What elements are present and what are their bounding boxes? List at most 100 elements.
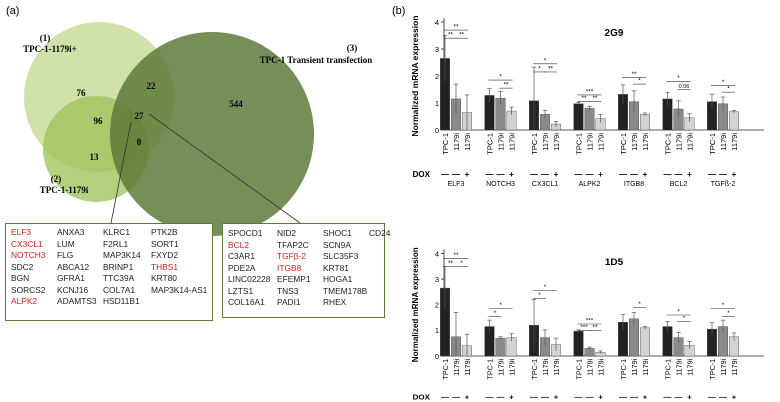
gene-name: ABCA12 [57,261,90,272]
significance-label: ** [453,252,459,259]
x-tick-label: TPC-1 [708,133,717,155]
significance-label: ** [548,65,554,72]
significance-label: * [499,302,502,309]
y-tick-label: 1 [435,326,439,335]
x-tick-label: TPC-1 [486,133,495,155]
gene-name: KCNJ16 [57,284,89,295]
gene-name: CD24 [369,228,391,238]
x-tick-label: 1179i [541,133,550,151]
gene-list-box-left: ELF3 CX3CL1 NOTCH3 SDC2 BGN SORCS2 ALPK2 ANXA3… [5,223,213,321]
gene-name: MAP3K14 [103,250,141,260]
dox-sign: — [664,170,672,179]
panel-b-label: (b) [392,5,405,17]
dox-sign: + [687,170,692,179]
gene-name: HSD11B1 [103,296,140,306]
x-tick-label: 1179i [686,133,695,151]
x-tick-label: 1179i [674,359,683,376]
significance-label: *** [586,318,594,325]
gene-name: COL16A1 [228,297,265,307]
y-tick-label: 4 [435,249,439,258]
dox-sign: — [441,170,449,179]
gene-name: SORCS2 [11,284,46,295]
dox-sign: — [719,170,727,179]
y-axis-label: Normalized mRNA expression [410,247,420,362]
x-tick-label: 1179i [641,359,650,376]
bar [640,327,650,357]
significance-label: ** [631,71,637,78]
significance-label: ** [448,260,454,267]
x-tick-label: TPC-1 [441,359,450,380]
significance-label: 0.06 [679,84,690,90]
x-tick-label: 1179i [730,359,739,376]
gene-name: HOGA1 [323,274,353,284]
x-tick-label: 1179i [630,359,639,376]
significance-label: * [544,284,547,291]
x-tick-label: TPC-1 [530,359,539,380]
gene-list-box-right: SPOCD1 BCL2 C3AR1 PDE2A LINC02228 LZTS1 COL16A… [222,223,390,318]
dox-sign: — [452,393,460,402]
x-tick-label: 1179i [507,359,516,376]
dox-sign: + [643,170,648,179]
bar [495,337,506,357]
dox-sign: + [509,393,514,402]
dox-sign: — [708,170,716,179]
gene-name: KRT81 [323,262,349,273]
gene-name: TTC39A [103,273,135,283]
group-label: ELF3 [448,181,465,188]
bar [584,108,595,131]
venn-set3-name: TPC-1 Transient transfection [260,55,373,65]
y-tick-label: 0 [435,126,439,135]
x-tick-label: 1179i [552,359,561,376]
significance-label: ** [453,24,459,31]
significance-label: ** [459,32,465,39]
callout-line-left [110,121,132,224]
venn-count-all: 27 [135,111,145,121]
gene-name: NOTCH3 [11,250,46,260]
venn-count-only3: 544 [229,99,243,109]
dox-sign: — [664,393,672,402]
dox-sign: + [465,170,470,179]
dox-sign: + [687,393,692,402]
venn-set1-number: (1) [40,33,51,43]
gene-list-left-column: ANXA3 LUM FLG ABCA12 GFRA1 KCNJ16 ADAMTS3 [57,227,97,308]
venn-diagram: (1) TPC-1-1179i+ (3) TPC-1 Transient tra… [23,22,372,236]
bar [573,330,584,357]
dox-sign: — [497,393,505,402]
gene-name: TMEM178B [323,285,368,296]
significance-label: * [722,79,725,86]
gene-name: SPOCD1 [228,228,263,238]
gene-name: LINC02228 [228,274,271,284]
x-tick-label: 1179i [719,133,728,151]
dox-sign: — [675,393,683,402]
gene-list-left-column: PTK2B SORT1 FXYD2 THBS1 KRT80 MAP3K14-AS1 [151,227,207,296]
x-tick-label: TPC-1 [664,133,673,155]
significance-label: * [677,309,680,316]
gene-list-right-column: CD24 [369,228,390,240]
dox-sign: — [530,170,538,179]
bar [573,103,584,131]
gene-name: GFRA1 [57,273,85,283]
group-label: BCL2 [670,181,688,188]
gene-name: ALPK2 [11,296,38,306]
group-label: NOTCH3 [486,181,515,188]
x-tick-label: 1179i [585,359,594,376]
significance-label: ** [448,32,454,39]
gene-list-right-column: SHOC1 SCN9A SLC35F3 KRT81 HOGA1 TMEM178B RHEX [323,228,367,309]
gene-name: SORT1 [151,238,179,249]
dox-sign: — [441,393,449,402]
dox-sign: — [586,170,594,179]
venn-set3-circle [110,32,314,236]
y-tick-label: 3 [435,45,439,54]
dox-sign: + [598,170,603,179]
bar [729,111,739,131]
x-tick-label: TPC-1 [530,133,539,155]
dox-sign: — [630,393,638,402]
dox-sign: — [530,393,538,402]
y-axis-label: Normalized mRNA expression [410,15,420,136]
significance-label: * [499,74,502,81]
y-tick-label: 2 [435,301,439,310]
gene-name: PDE2A [228,262,256,273]
venn-count-s1-s2: 96 [94,116,104,126]
x-tick-label: 1179i [452,359,461,376]
significance-label: *** [586,88,594,95]
